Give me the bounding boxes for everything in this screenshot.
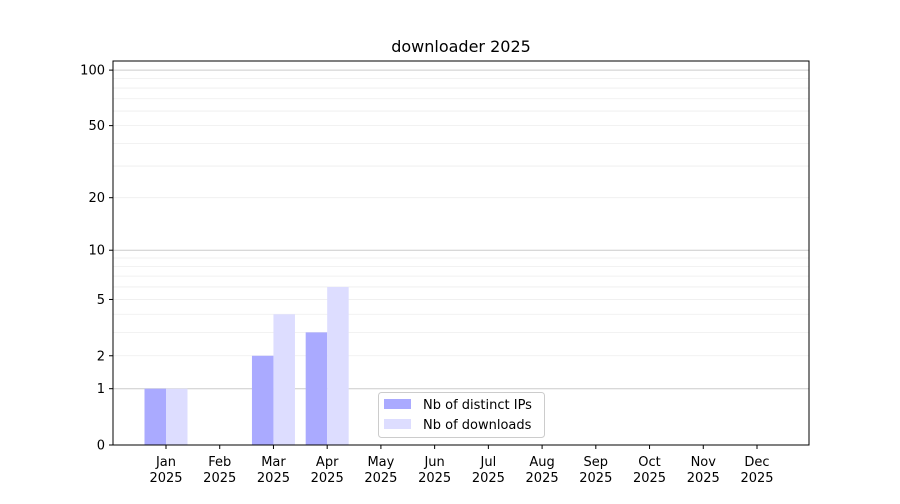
x-tick-label: Aug 2025 [526,455,559,486]
y-tick-label: 5 [97,293,105,308]
y-axis: 0 1 2 5 10 20 50 100 [80,64,113,454]
legend-box [378,392,545,438]
y-tick-label: 20 [88,191,105,206]
x-axis: Jan 2025 Feb 2025 Mar 2025 Apr 2025 May 2025 Jun 20… [149,445,774,486]
x-tick-label: Jul 2025 [472,455,505,486]
y-tick-label: 1 [97,382,105,397]
y-tick-label: 0 [97,439,105,454]
x-tick-label: May 2025 [364,455,397,486]
x-tick-label: Oct 2025 [633,455,666,486]
bar-distinct-ips [251,355,274,445]
bar-downloads [273,314,295,445]
legend: Nb of distinct IPs Nb of downloads [378,392,545,438]
y-tick-label: 50 [88,119,105,134]
legend-label: Nb of downloads [423,418,532,433]
bar-distinct-ips [305,332,328,445]
x-tick-label: Nov 2025 [687,455,720,486]
y-tick-label: 100 [80,64,105,79]
y-tick-label: 10 [88,244,105,259]
x-tick-label: Sep 2025 [579,455,612,486]
bar-distinct-ips [144,388,166,445]
bars [144,286,349,445]
x-tick-label: Jun 2025 [418,455,451,486]
x-tick-label: Dec 2025 [740,455,773,486]
legend-swatch [384,399,411,409]
x-tick-label: Mar 2025 [257,455,290,486]
x-tick-label: Apr 2025 [311,455,344,486]
bar-downloads [327,286,349,445]
y-tick-label: 2 [97,349,105,364]
x-tick-label: Feb 2025 [203,455,236,486]
bar-downloads [166,388,188,445]
grid [113,69,809,390]
legend-label: Nb of distinct IPs [423,398,532,413]
chart-title: downloader 2025 [391,37,531,56]
plot-frame [112,60,810,446]
legend-swatch [384,419,411,429]
x-tick-label: Jan 2025 [149,455,182,486]
